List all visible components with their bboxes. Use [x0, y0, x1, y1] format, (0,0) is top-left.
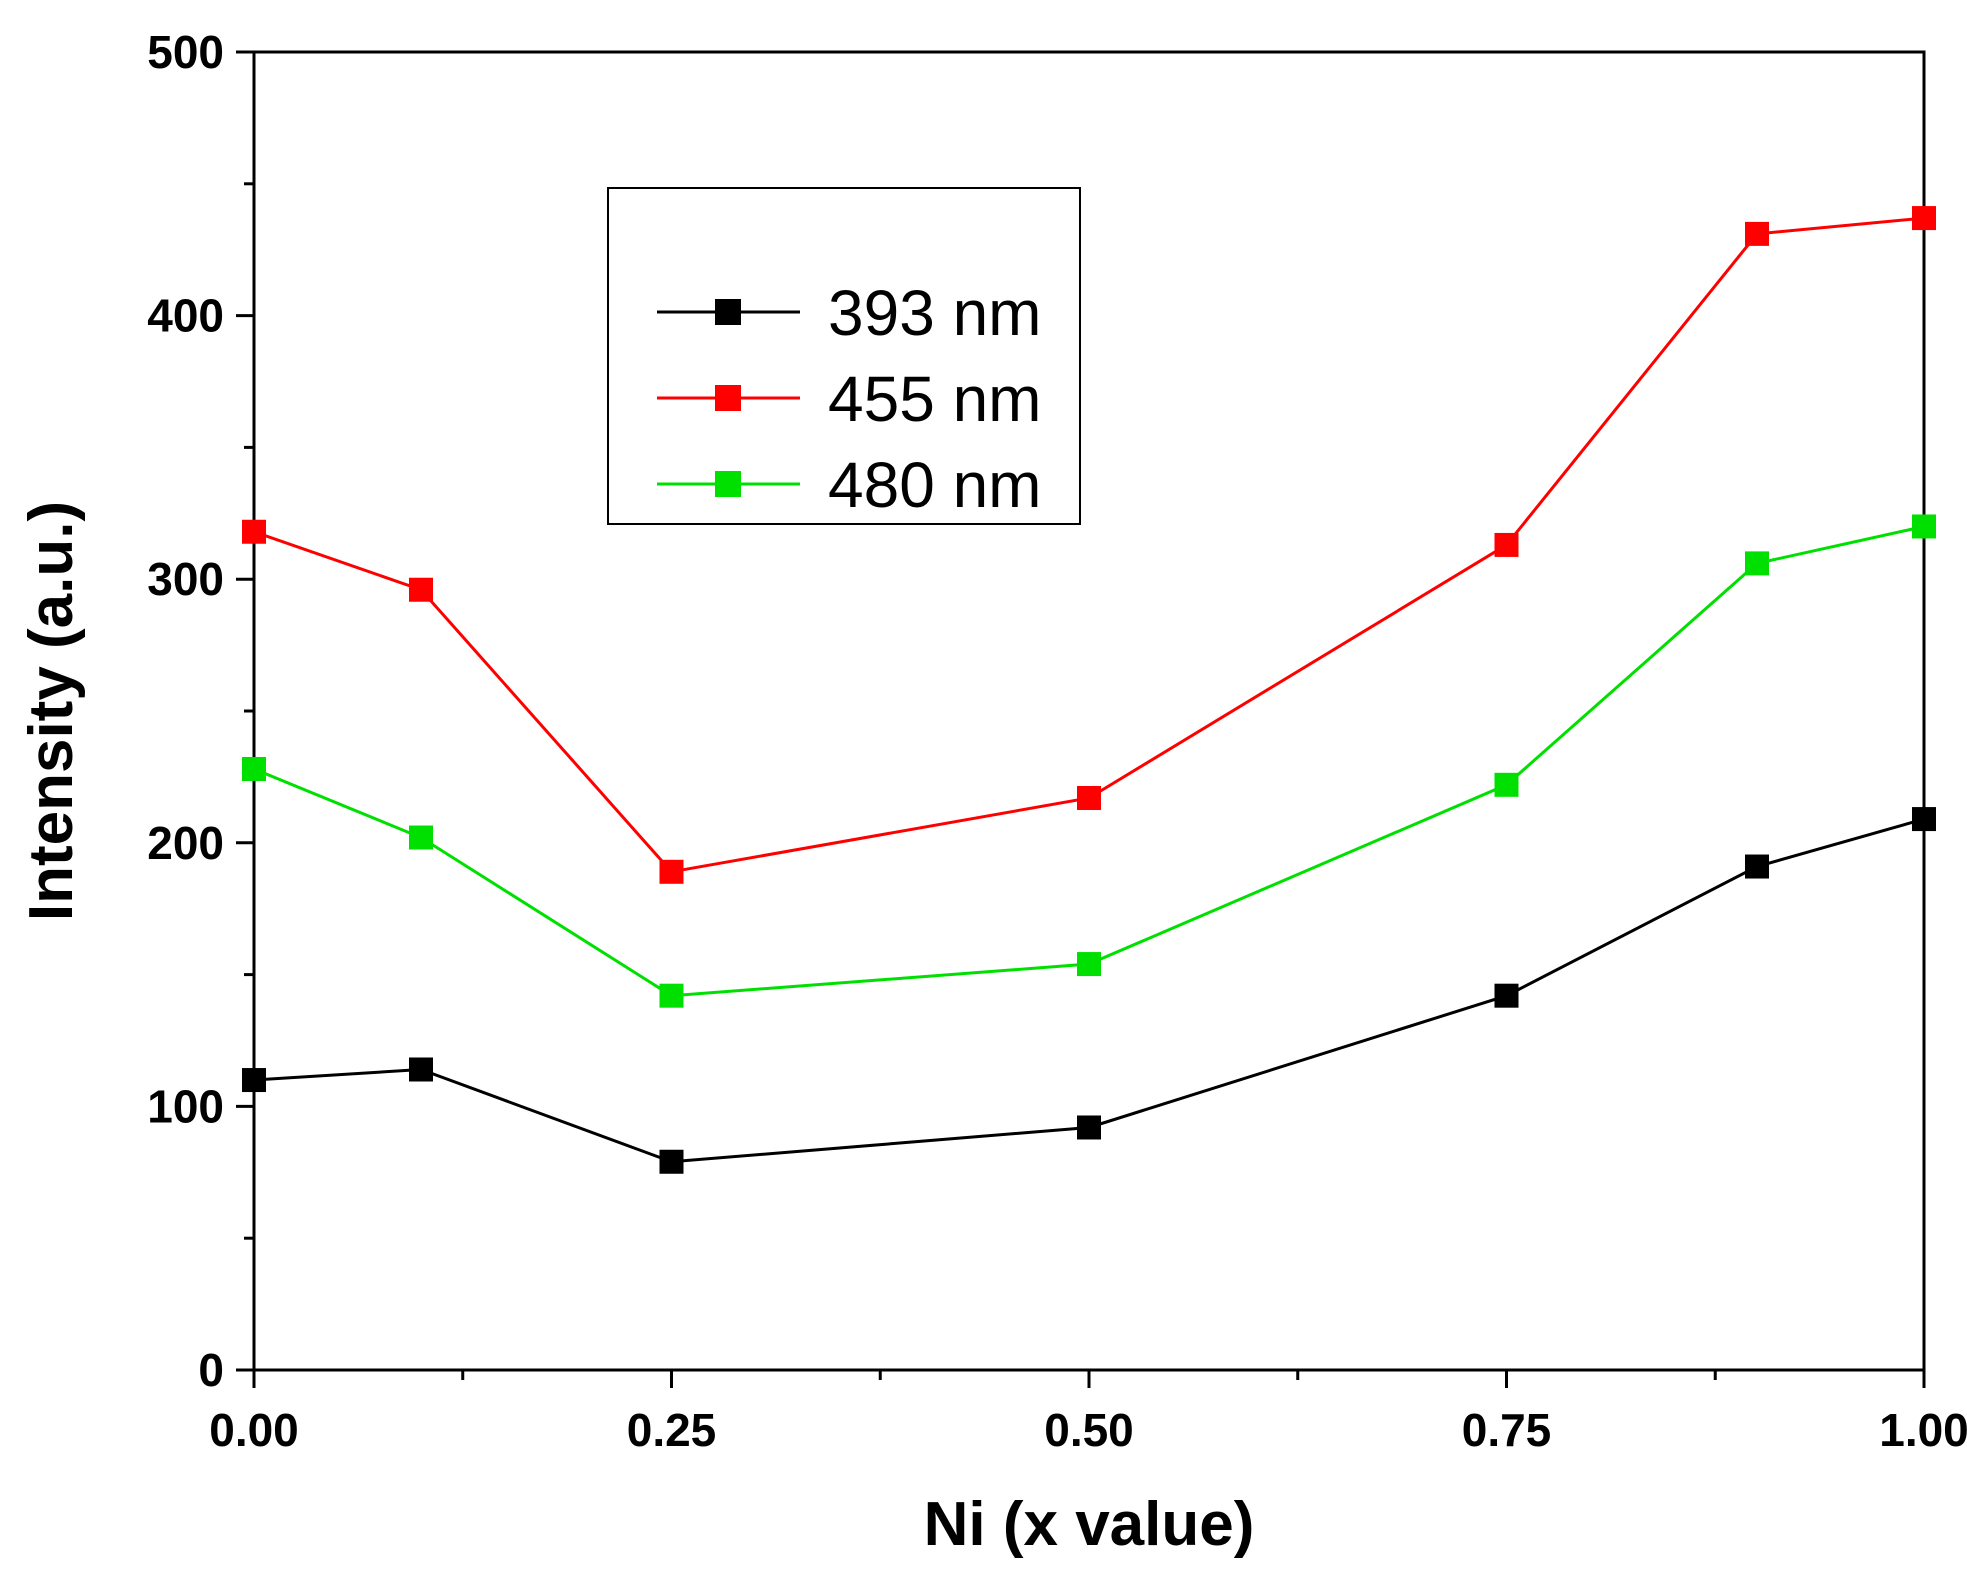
data-point-455-nm [1745, 221, 1769, 246]
legend-label: 480 nm [828, 449, 1041, 521]
data-point-455-nm [1494, 532, 1519, 557]
data-point-393-nm [659, 1149, 684, 1174]
series-line-393-nm [253, 817, 1925, 1164]
y-axis-title: Intensity (a.u.) [17, 501, 86, 921]
x-tick-label: 0.75 [1462, 1404, 1552, 1456]
x-tick-label: 0.50 [1044, 1404, 1134, 1456]
legend-marker [715, 385, 741, 411]
x-tick-label: 0.00 [209, 1404, 299, 1456]
x-tick-label: 1.00 [1879, 1404, 1967, 1456]
data-point-480-nm [242, 756, 266, 781]
data-point-480-nm [1912, 514, 1936, 539]
data-point-393-nm [1745, 854, 1769, 879]
legend-box [607, 187, 1081, 525]
y-tick-label: 0 [198, 1344, 224, 1396]
data-point-480-nm [409, 825, 433, 850]
data-point-455-nm [659, 859, 684, 884]
legend-label: 455 nm [828, 363, 1041, 435]
legend: 393 nm 455 nm 480 nm [607, 187, 1081, 525]
series-line-455-nm [253, 216, 1925, 874]
y-tick-label: 500 [147, 26, 224, 78]
data-point-455-nm [1912, 206, 1936, 231]
data-point-393-nm [242, 1068, 266, 1093]
x-axis-title: Ni (x value) [924, 1490, 1255, 1559]
data-point-455-nm [242, 519, 266, 544]
series-line-480-nm [253, 525, 1925, 998]
y-tick-label: 400 [147, 290, 224, 342]
legend-marker [715, 299, 741, 325]
data-point-480-nm [1494, 772, 1519, 797]
data-point-393-nm [1077, 1115, 1101, 1140]
y-tick-label: 200 [147, 817, 224, 869]
data-point-393-nm [1912, 807, 1936, 832]
legend-marker [715, 471, 741, 497]
data-point-455-nm [1077, 785, 1101, 810]
data-point-480-nm [1077, 952, 1101, 977]
x-tick-label: 0.25 [627, 1404, 717, 1456]
data-point-393-nm [409, 1057, 433, 1082]
data-point-480-nm [659, 983, 684, 1008]
y-tick-label: 300 [147, 553, 224, 605]
plot-frame [252, 50, 1926, 1372]
axes: 0.00 0.25 0.50 0.75 1.00 0 100 200 300 400 500 [147, 26, 1967, 1456]
data-point-480-nm [1745, 551, 1769, 576]
data-point-455-nm [409, 577, 433, 602]
legend-label: 393 nm [828, 277, 1041, 349]
series-layer [242, 206, 1936, 1174]
data-point-393-nm [1494, 983, 1519, 1008]
y-tick-label: 100 [147, 1080, 224, 1132]
